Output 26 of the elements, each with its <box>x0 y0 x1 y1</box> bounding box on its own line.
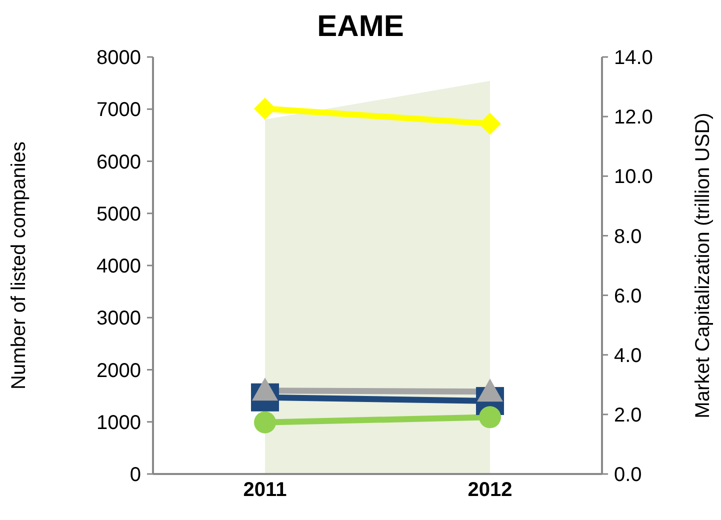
y-tick-label: 4000 <box>96 256 141 278</box>
y2-axis-title: Market Capitalization (trillion USD) <box>692 112 714 418</box>
y-tick-label: 8000 <box>96 47 141 70</box>
y-tick-label: 7000 <box>96 99 141 122</box>
x-tick-label: 2012 <box>468 479 512 502</box>
point <box>254 98 276 120</box>
y-tick-label: 6000 <box>96 151 141 174</box>
x-tick-label: 2011 <box>243 479 287 502</box>
y-tick-label: 5000 <box>96 203 141 226</box>
y2-tick-label: 6.0 <box>614 285 642 308</box>
point <box>479 406 501 428</box>
y2-tick-label: 10.0 <box>614 166 653 188</box>
y-tick-label: 1000 <box>96 412 141 434</box>
chart-title: EAME <box>316 10 405 44</box>
y2-tick-label: 12.0 <box>614 106 653 129</box>
y2-tick-label: 4.0 <box>614 344 642 367</box>
y2-tick-label: 14.0 <box>614 47 653 70</box>
y2-tick-label: 2.0 <box>614 404 642 427</box>
point <box>479 112 501 135</box>
y-tick-label: 2000 <box>96 360 141 382</box>
y2-tick-label: 0.0 <box>614 464 642 486</box>
point <box>254 411 276 434</box>
y-axis-title: Number of listed companies <box>8 142 30 390</box>
y-tick-label: 3000 <box>96 308 141 330</box>
y-tick-label: 0 <box>130 464 141 486</box>
y2-tick-label: 8.0 <box>614 226 642 248</box>
